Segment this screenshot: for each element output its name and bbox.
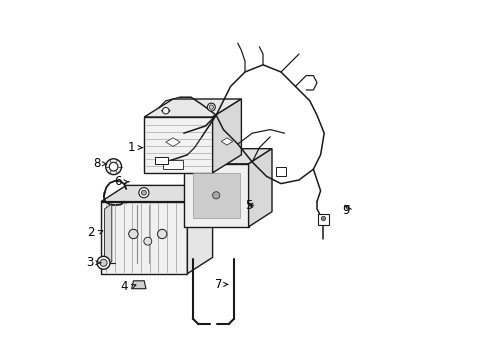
Polygon shape: [184, 149, 272, 164]
Circle shape: [142, 190, 147, 195]
Polygon shape: [163, 160, 183, 169]
Polygon shape: [101, 202, 187, 274]
Polygon shape: [104, 204, 112, 266]
Circle shape: [207, 103, 215, 111]
Text: 9: 9: [342, 204, 349, 217]
Polygon shape: [166, 138, 180, 147]
Circle shape: [163, 108, 169, 114]
Polygon shape: [248, 149, 272, 227]
Text: 2: 2: [87, 226, 95, 239]
Polygon shape: [155, 157, 168, 164]
Polygon shape: [275, 167, 286, 176]
Circle shape: [209, 105, 214, 109]
Circle shape: [106, 159, 122, 175]
Circle shape: [213, 192, 220, 199]
Circle shape: [139, 188, 149, 198]
Polygon shape: [132, 281, 146, 289]
Polygon shape: [162, 108, 170, 114]
Circle shape: [129, 229, 138, 239]
Circle shape: [157, 229, 167, 239]
Polygon shape: [193, 173, 240, 218]
Polygon shape: [187, 185, 213, 274]
Text: 6: 6: [114, 175, 122, 188]
Text: 5: 5: [245, 199, 252, 212]
Polygon shape: [318, 214, 329, 225]
Polygon shape: [144, 117, 213, 173]
Text: 1: 1: [128, 141, 135, 154]
Text: 4: 4: [121, 280, 128, 293]
Polygon shape: [101, 185, 213, 202]
Text: 7: 7: [215, 278, 222, 291]
Polygon shape: [221, 138, 233, 145]
Circle shape: [144, 237, 152, 245]
Circle shape: [109, 162, 118, 171]
Polygon shape: [144, 99, 242, 117]
Circle shape: [100, 259, 107, 266]
Circle shape: [321, 216, 326, 221]
Polygon shape: [213, 99, 242, 173]
Circle shape: [97, 256, 110, 269]
Polygon shape: [184, 164, 248, 227]
Text: 8: 8: [94, 157, 101, 170]
Text: 3: 3: [86, 256, 94, 269]
